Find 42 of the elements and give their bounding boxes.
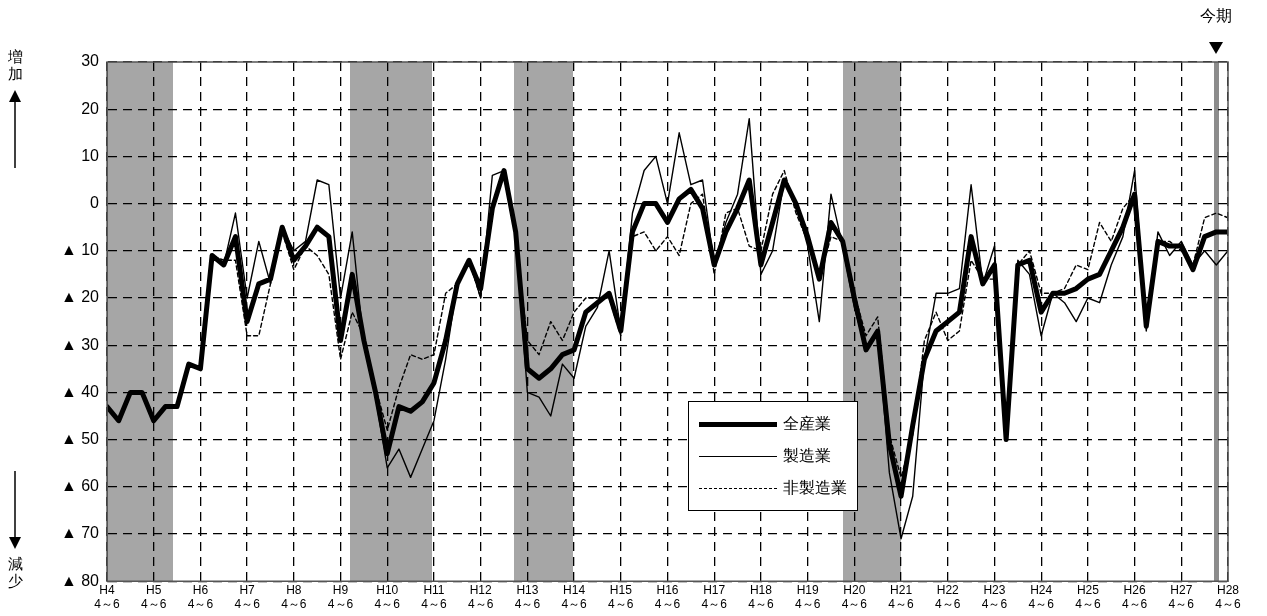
x-tick-label: H12 4～6: [467, 582, 494, 612]
text: 増加: [6, 48, 24, 82]
y-tick-label: ▲ 10: [60, 241, 100, 259]
x-tick-label: H19 4～6: [794, 582, 821, 612]
x-tick-label: H18 4～6: [748, 582, 774, 612]
x-tick-label: H13 4～6: [514, 582, 541, 612]
x-tick-label: H21 4～6: [888, 582, 915, 612]
y-tick-label: ▲ 40: [60, 382, 100, 400]
x-tick-label: H5 4～6: [141, 582, 167, 612]
y-tick-label: ▲ 80: [60, 571, 100, 589]
y-tick-label: ▲ 20: [60, 288, 100, 306]
x-tick-label: H23 4～6: [981, 582, 1008, 612]
x-tick-label: H25 4～6: [1075, 582, 1101, 612]
y-tick-label: ▲ 30: [60, 335, 100, 353]
x-tick-label: H24 4～6: [1028, 582, 1055, 612]
y-tick-label: 0: [90, 194, 100, 212]
y-tick-label: 30: [81, 52, 100, 70]
x-tick-label: H16 4～6: [654, 582, 681, 612]
x-tick-label: H27 4～6: [1168, 582, 1195, 612]
text: 今期: [1200, 6, 1233, 26]
legend-label: 製造業: [782, 445, 831, 466]
x-tick-label: H15 4～6: [608, 582, 634, 612]
y-tick-label: 10: [81, 146, 100, 164]
y-tick-label: ▲ 60: [60, 477, 100, 495]
legend-label: 全産業: [782, 413, 831, 434]
x-tick-label: H20 4～6: [841, 582, 868, 612]
y-tick-label: 20: [81, 99, 100, 117]
x-tick-label: H26 4～6: [1121, 582, 1148, 612]
x-tick-label: H14 4～6: [561, 582, 588, 612]
x-tick-label: H17 4～6: [701, 582, 728, 612]
x-tick-label: H10 4～6: [374, 582, 401, 612]
x-tick-label: H28 4～6: [1215, 582, 1241, 612]
x-tick-label: H6 4～6: [187, 582, 214, 612]
y-tick-label: ▲ 50: [60, 430, 100, 448]
x-tick-label: H22 4～6: [935, 582, 961, 612]
legend-label: 非製造業: [782, 477, 847, 498]
x-tick-label: H8 4～6: [281, 582, 307, 612]
x-tick-label: H9 4～6: [327, 582, 354, 612]
x-tick-label: H11 4～6: [421, 582, 447, 612]
y-tick-label: ▲ 70: [60, 524, 100, 542]
text: 減少: [6, 555, 24, 590]
x-tick-label: H7 4～6: [234, 582, 261, 612]
